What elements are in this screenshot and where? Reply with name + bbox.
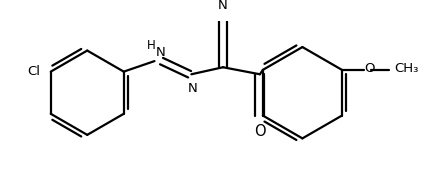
Text: H: H xyxy=(147,39,155,52)
Text: CH₃: CH₃ xyxy=(395,62,419,75)
Text: O: O xyxy=(364,62,375,75)
Text: N: N xyxy=(218,0,228,12)
Text: O: O xyxy=(254,124,266,139)
Text: N: N xyxy=(156,46,166,59)
Text: Cl: Cl xyxy=(27,65,40,78)
Text: N: N xyxy=(188,82,198,95)
